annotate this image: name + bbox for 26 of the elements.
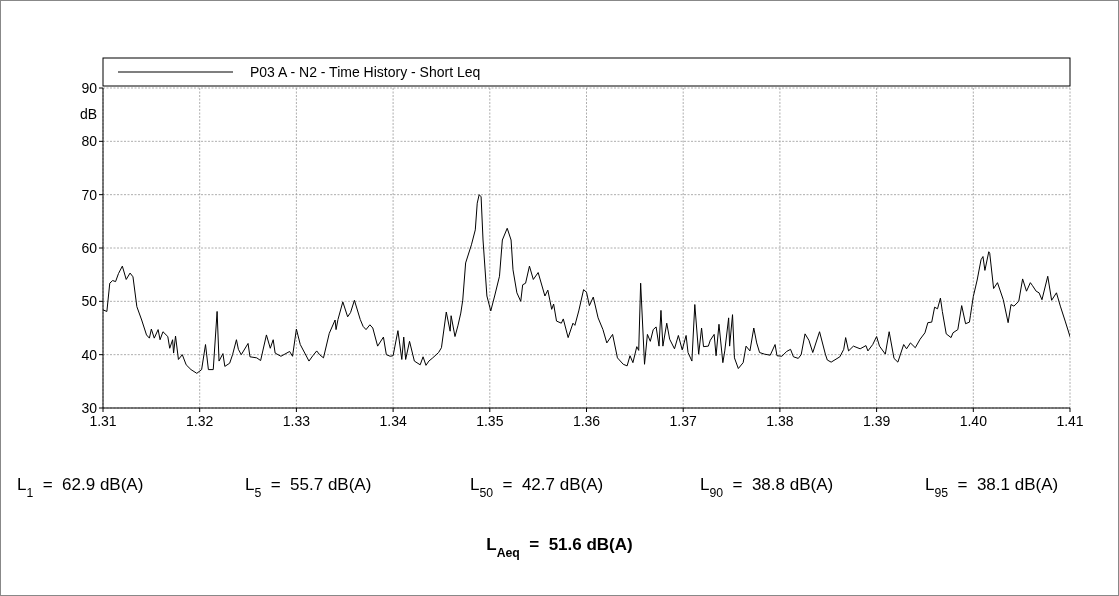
x-tick-label: 1.40	[959, 413, 988, 429]
x-tick-label: 1.34	[379, 413, 407, 429]
text: L$_{5}$ = 55.7 dB(A)	[245, 475, 372, 500]
x-tick-label: 1.36	[572, 413, 601, 429]
x-tick-label: 1.38	[766, 413, 794, 429]
y-tick-label: 40	[81, 346, 98, 363]
text: L$_{50}$ = 42.7 dB(A)	[470, 475, 604, 500]
y-tick-label: 50	[81, 293, 98, 310]
text: L$_{95}$ = 38.1 dB(A)	[925, 475, 1059, 500]
x-tick-label: 1.35	[476, 413, 504, 429]
x-tick-label: 1.37	[669, 413, 698, 429]
y-tick-label: 80	[81, 133, 98, 150]
text: P03 A - N2 - Time History - Short Leq	[250, 64, 481, 80]
y-axis-title: dB	[79, 106, 97, 122]
y-tick-label: 60	[81, 240, 98, 256]
y-tick-label: 30	[81, 400, 98, 416]
x-tick-label: 1.31	[89, 413, 117, 429]
x-tick-label: 1.39	[862, 413, 891, 429]
x-tick-label: 1.33	[282, 413, 311, 429]
x-tick-label: 1.41	[1056, 413, 1084, 429]
text: L$_{1}$ = 62.9 dB(A)	[17, 475, 144, 500]
text: L$_{90}$ = 38.8 dB(A)	[700, 475, 834, 500]
x-tick-label: 1.32	[186, 413, 214, 429]
y-tick-label: 90	[81, 80, 98, 96]
text: L$_{Aeq}$ = 51.6 dB(A)	[486, 535, 633, 560]
y-tick-label: 70	[81, 186, 98, 203]
